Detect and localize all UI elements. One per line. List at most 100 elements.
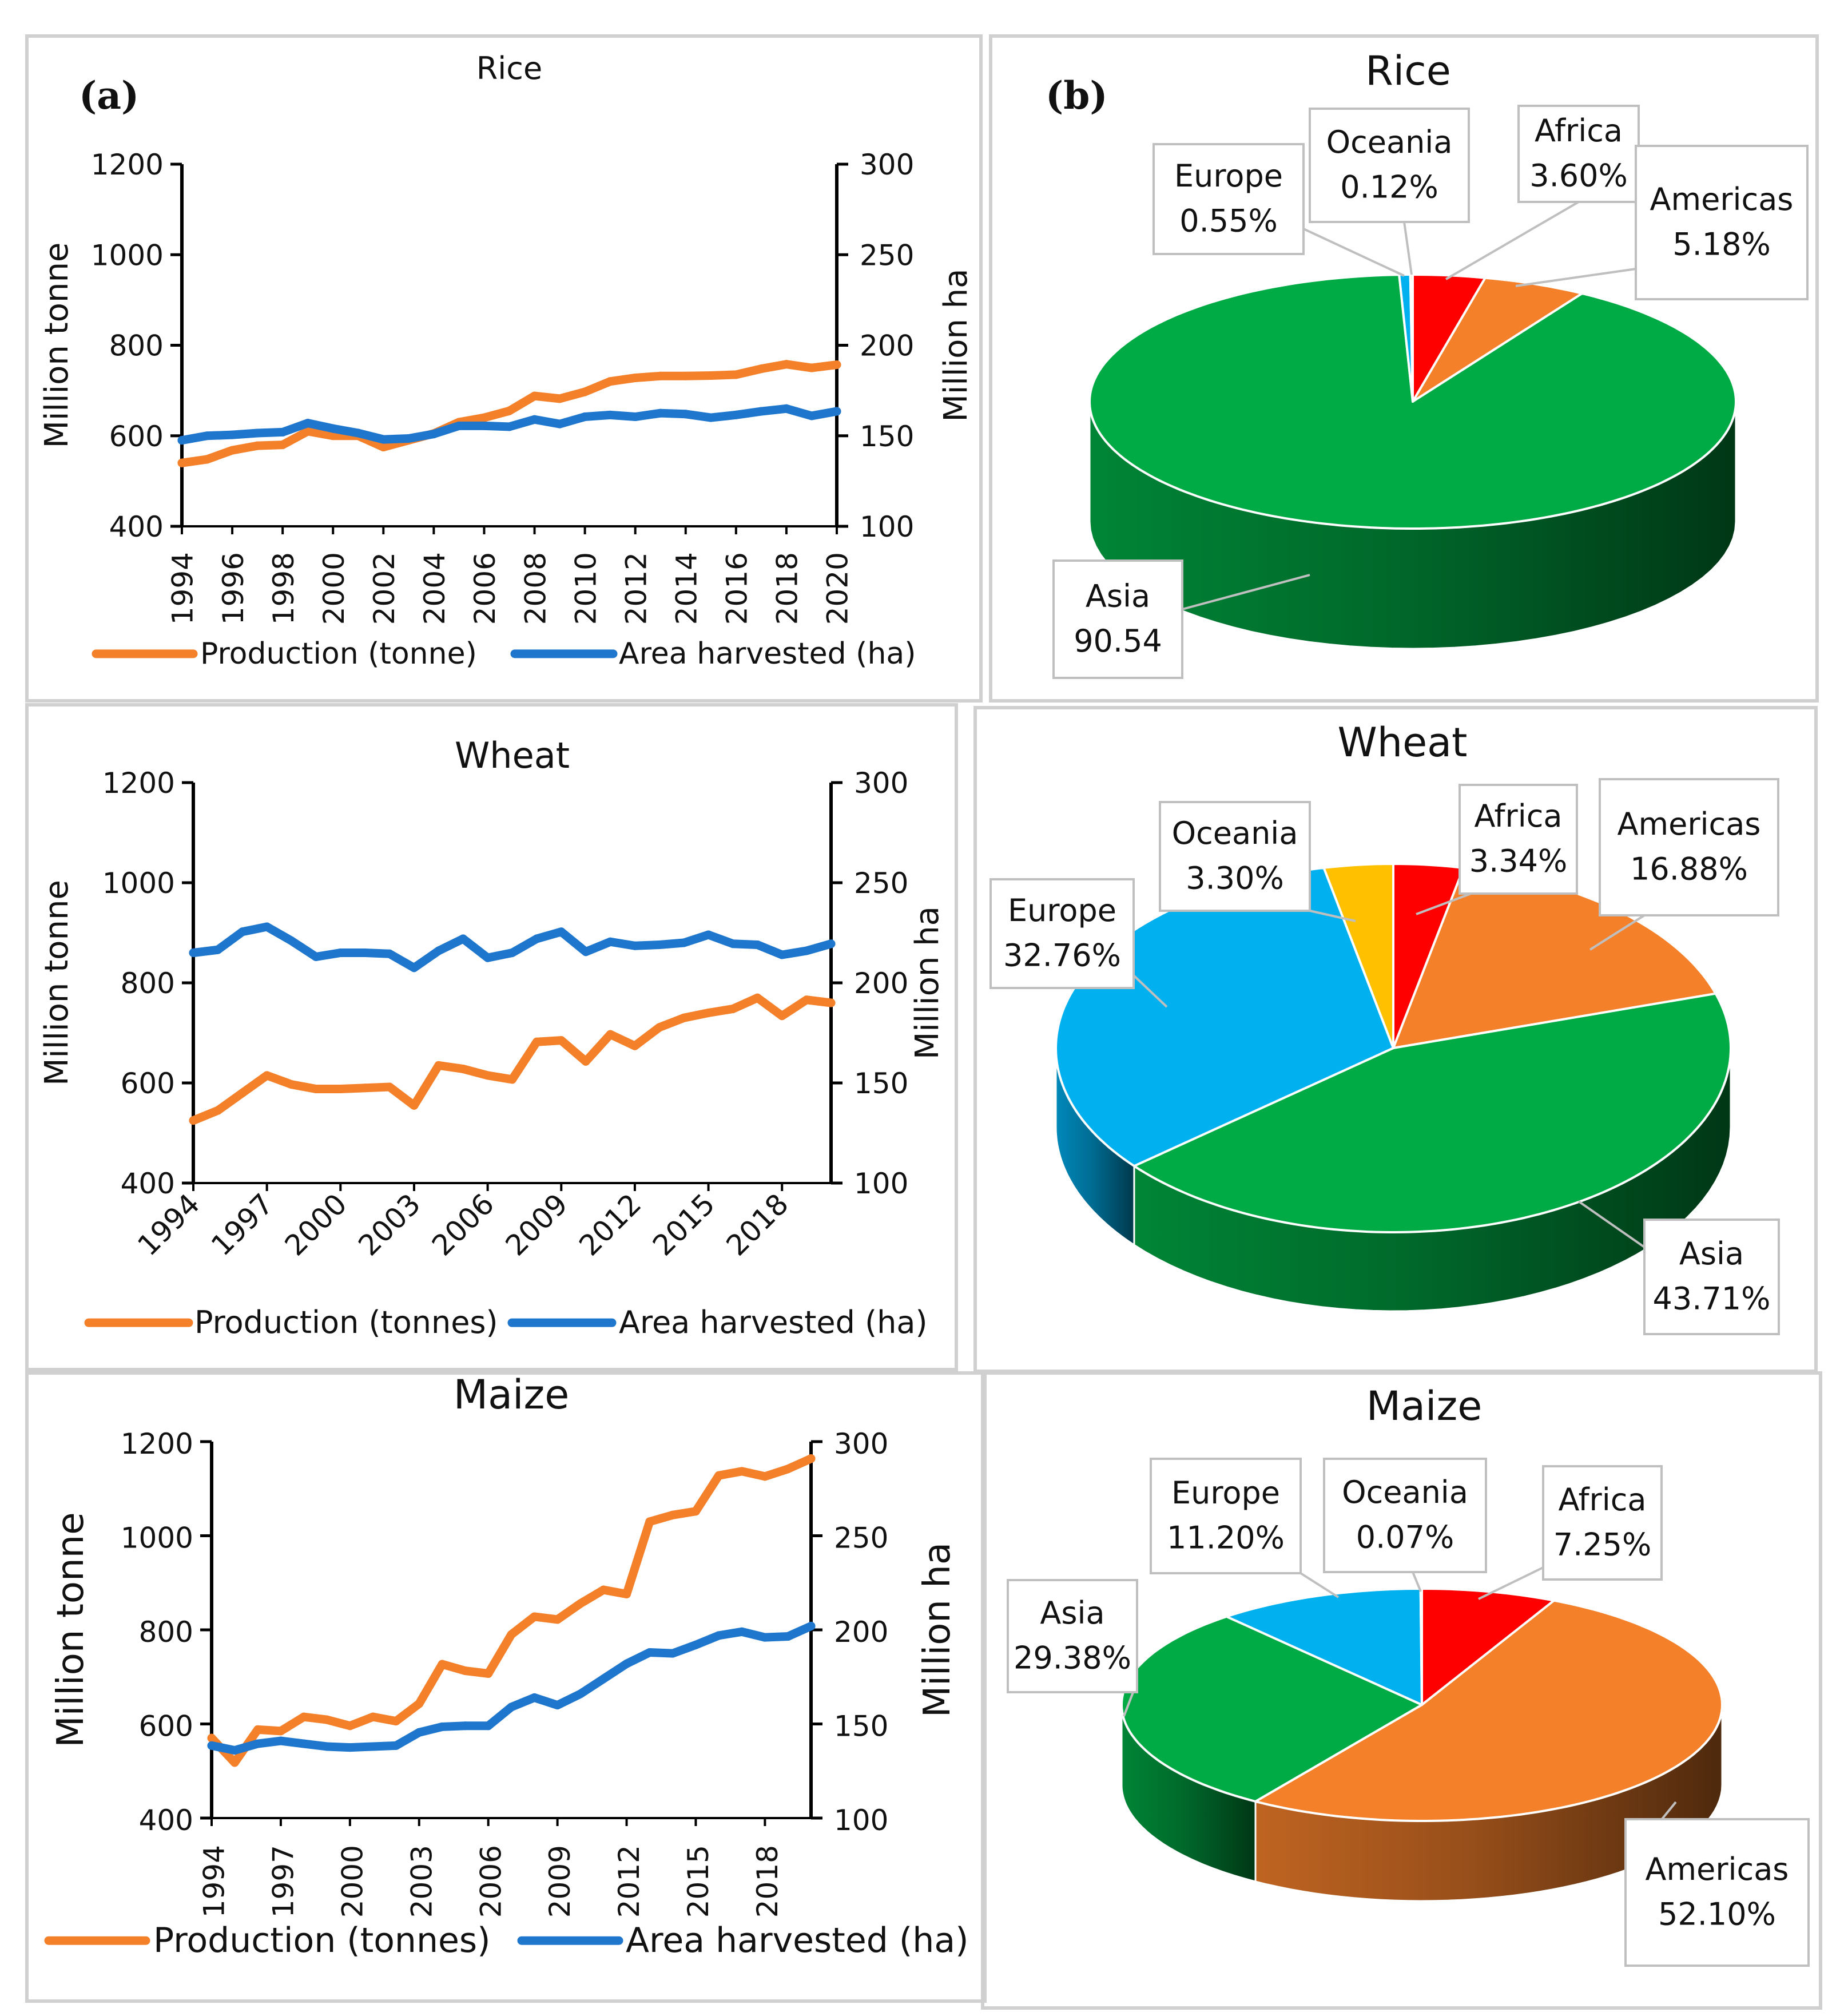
maize-point-production (714, 1471, 724, 1480)
rice-ytick-label: 400 (109, 510, 164, 543)
maize-ytick-label: 600 (139, 1710, 193, 1743)
maize-xtick-label: 2018 (751, 1845, 784, 1918)
wheat-callout-label-asia: Asia (1679, 1236, 1744, 1272)
wheat-callout-value-europe: 32.76% (1003, 937, 1121, 973)
wheat-xtick-label: 2018 (720, 1187, 795, 1262)
wheat-point-production (483, 1071, 492, 1080)
wheat-point-production (630, 1041, 639, 1050)
rice-point-area (681, 410, 690, 419)
maize-y2tick-label: 200 (834, 1616, 888, 1649)
rice-point-area (379, 435, 388, 444)
maize-point-production (668, 1510, 677, 1519)
rice-point-area (606, 410, 615, 419)
wheat-callout-label-europe: Europe (1008, 892, 1116, 928)
wheat-xtick-label: 2015 (646, 1187, 721, 1262)
maize-callout-value-americas: 52.10% (1658, 1896, 1776, 1932)
maize-callout-value-africa: 7.25% (1553, 1526, 1652, 1562)
rice-xtick-label: 2002 (368, 552, 401, 625)
wheat-point-production (557, 1036, 566, 1045)
rice-callout-value-africa: 3.60% (1529, 157, 1628, 193)
wheat-point-area (826, 939, 836, 949)
wheat-callout-box-oceania (1159, 801, 1311, 912)
maize-callout-label-africa: Africa (1558, 1482, 1646, 1518)
maize-series-area-line (207, 1621, 816, 1755)
rice-line-title: Rice (476, 50, 542, 86)
maize-callout-label-asia: Asia (1040, 1595, 1104, 1631)
wheat-point-area (459, 934, 468, 943)
wheat-callout-leader-americas (1589, 914, 1646, 951)
maize-point-production (507, 1630, 516, 1639)
maize-point-area (784, 1632, 793, 1641)
wheat-pie-title: Wheat (1338, 719, 1468, 766)
rice-callout-leader-asia (1182, 574, 1310, 610)
rice-point-production (732, 370, 741, 379)
maize-point-production (784, 1465, 793, 1474)
wheat-point-production (311, 1085, 320, 1093)
maize-point-area (391, 1741, 400, 1750)
wheat-point-area (532, 934, 541, 943)
maize-point-production (737, 1467, 746, 1476)
wheat-point-area (777, 950, 786, 959)
rice-callout-label-asia: Asia (1086, 578, 1150, 614)
rice-callout-box-asia (1052, 559, 1183, 679)
rice-xtick-label: 2006 (468, 552, 502, 625)
maize-point-area (760, 1633, 769, 1642)
rice-callout-leader-africa (1445, 201, 1580, 280)
wheat-point-area (704, 930, 713, 939)
wheat-point-production (532, 1037, 541, 1046)
maize-callout-box-europe (1150, 1458, 1302, 1574)
maize-point-production (207, 1733, 216, 1743)
rice-point-area (732, 410, 741, 419)
maize-point-area (323, 1742, 332, 1751)
maize-point-production (553, 1615, 562, 1624)
maize-legend-label: Production (tonnes) (153, 1920, 491, 1961)
wheat-y2tick-label: 200 (854, 967, 908, 1000)
maize-point-area (484, 1721, 493, 1731)
wheat-point-production (802, 995, 811, 1005)
rice-callout-leader-oceania (1403, 221, 1413, 275)
rice-y2tick-label: 100 (860, 510, 914, 543)
wheat-point-area (728, 939, 737, 949)
maize-point-area (345, 1743, 355, 1752)
rice-point-area (555, 419, 565, 428)
rice-point-production (782, 360, 791, 369)
maize-point-area (368, 1742, 377, 1751)
rice-point-production (807, 363, 816, 372)
wheat-callout-value-asia: 43.71% (1653, 1280, 1771, 1316)
rice-point-area (581, 412, 590, 422)
rice-point-production (581, 387, 590, 396)
rice-point-production (832, 360, 841, 370)
rice-point-area (228, 430, 237, 439)
rice-y2tick-label: 300 (860, 148, 914, 181)
wheat-callout-value-africa: 3.34% (1469, 843, 1568, 879)
maize-point-production (530, 1612, 539, 1621)
rice-point-area (631, 412, 640, 422)
wheat-point-production (606, 1030, 615, 1039)
maize-point-area (737, 1627, 746, 1636)
frame-pie-rice (989, 34, 1819, 703)
rice-point-production (202, 455, 212, 464)
wheat-point-production (238, 1089, 247, 1097)
wheat-y2label: Million ha (909, 906, 946, 1059)
maize-ytick-label: 400 (139, 1804, 193, 1837)
maize-callout-leader-africa (1478, 1566, 1544, 1600)
wheat-callout-leader-asia (1577, 1200, 1646, 1248)
wheat-callout-label-oceania: Oceania (1172, 815, 1298, 851)
rice-point-production (253, 441, 262, 450)
wheat-point-area (311, 953, 320, 961)
rice-xtick-label: 2004 (418, 552, 451, 625)
rice-callout-label-americas: Americas (1650, 181, 1794, 217)
wheat-legend-label: Production (tonnes) (194, 1304, 498, 1340)
maize-point-production (645, 1517, 654, 1526)
maize-callout-value-europe: 11.20% (1167, 1519, 1285, 1555)
maize-pie-chart: Maize Africa 7.25% Americas 52.10% Asia 29.38%… (1007, 1383, 1810, 1967)
rice-y2tick-label: 250 (860, 239, 914, 272)
wheat-point-production (753, 993, 762, 1002)
wheat-point-production (189, 1116, 198, 1125)
maize-point-production (323, 1715, 332, 1724)
rice-point-area (253, 428, 262, 438)
wheat-point-area (336, 949, 345, 957)
rice-point-production (177, 458, 186, 467)
wheat-ytick-label: 1000 (102, 867, 175, 900)
